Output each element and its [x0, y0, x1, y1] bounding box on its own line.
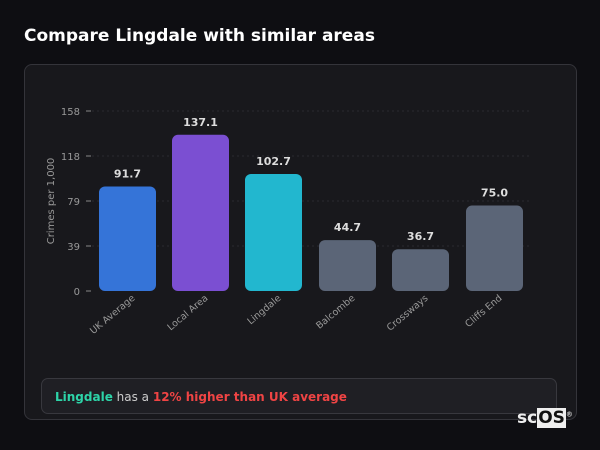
data-label: 137.1: [183, 116, 218, 129]
scos-logo: scOS®: [517, 408, 573, 428]
page-title: Compare Lingdale with similar areas: [24, 26, 375, 46]
bar-balcombe: [319, 240, 376, 291]
y-tick-label: 118: [61, 152, 80, 163]
data-label: 75.0: [481, 187, 508, 200]
y-tick-label: 0: [74, 287, 80, 298]
bar-local-area: [172, 134, 229, 291]
summary-area: Lingdale: [55, 390, 113, 404]
x-tick-label: Lingdale: [245, 293, 283, 327]
bar-lingdale: [245, 174, 302, 291]
y-tick-label: 39: [67, 242, 80, 253]
data-label: 44.7: [334, 221, 361, 234]
x-tick-label: UK Average: [88, 293, 137, 337]
summary-banner: Lingdale has a 12% higher than UK averag…: [41, 378, 557, 414]
x-tick-label: Cliffs End: [463, 293, 504, 330]
y-tick-label: 79: [67, 197, 80, 208]
x-tick-label: Crossways: [385, 293, 431, 334]
y-axis-label: Crimes per 1,000: [46, 158, 57, 245]
bar-crossways: [392, 249, 449, 291]
bar-cliffs-end: [466, 205, 523, 291]
x-tick-label: Balcombe: [314, 293, 357, 332]
x-tick-label: Local Area: [165, 293, 210, 333]
data-label: 102.7: [256, 155, 291, 168]
y-tick-label: 158: [61, 107, 80, 118]
bar-uk-average: [99, 186, 156, 291]
data-label: 91.7: [114, 168, 141, 181]
data-label: 36.7: [407, 230, 434, 243]
summary-difference: 12% higher than UK average: [152, 390, 347, 404]
summary-text: has a: [112, 390, 153, 404]
